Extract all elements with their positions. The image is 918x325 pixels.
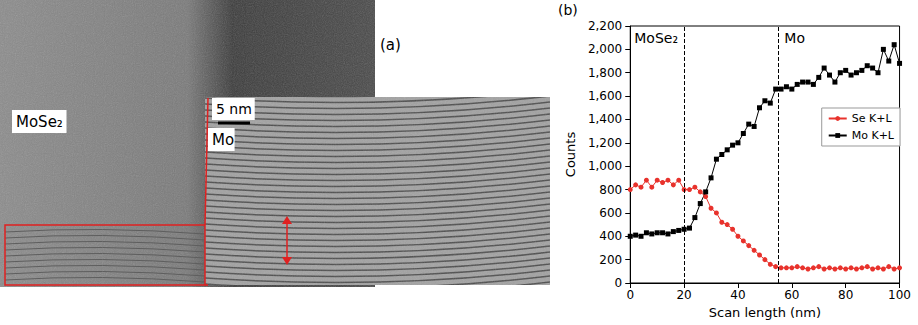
svg-text:Mo K+L: Mo K+L: [852, 129, 895, 142]
svg-text:1,200: 1,200: [588, 136, 622, 150]
svg-text:Counts: Counts: [563, 132, 578, 178]
svg-text:1,400: 1,400: [588, 112, 622, 126]
svg-text:200: 200: [599, 253, 622, 267]
svg-text:Mo: Mo: [784, 30, 805, 46]
svg-text:Mo: Mo: [212, 131, 234, 149]
svg-text:5 nm: 5 nm: [216, 101, 252, 117]
svg-text:(a): (a): [380, 36, 401, 54]
svg-text:2,200: 2,200: [588, 19, 622, 33]
svg-text:40: 40: [730, 288, 745, 302]
svg-text:1,000: 1,000: [588, 159, 622, 173]
svg-text:800: 800: [599, 183, 622, 197]
svg-text:Se K+L: Se K+L: [852, 112, 893, 125]
svg-text:MoSe₂: MoSe₂: [16, 113, 63, 131]
svg-text:60: 60: [784, 288, 799, 302]
svg-text:1,800: 1,800: [588, 66, 622, 80]
svg-text:400: 400: [599, 229, 622, 243]
svg-text:0: 0: [615, 276, 623, 290]
svg-text:100: 100: [888, 288, 911, 302]
svg-text:2,000: 2,000: [588, 42, 622, 56]
svg-text:20: 20: [676, 288, 691, 302]
svg-text:600: 600: [599, 206, 622, 220]
svg-text:Scan length (nm): Scan length (nm): [709, 305, 821, 320]
svg-text:MoSe₂: MoSe₂: [634, 30, 678, 46]
svg-text:0: 0: [626, 288, 634, 302]
svg-text:(b): (b): [558, 2, 578, 18]
svg-text:1,600: 1,600: [588, 89, 622, 103]
svg-text:80: 80: [838, 288, 853, 302]
